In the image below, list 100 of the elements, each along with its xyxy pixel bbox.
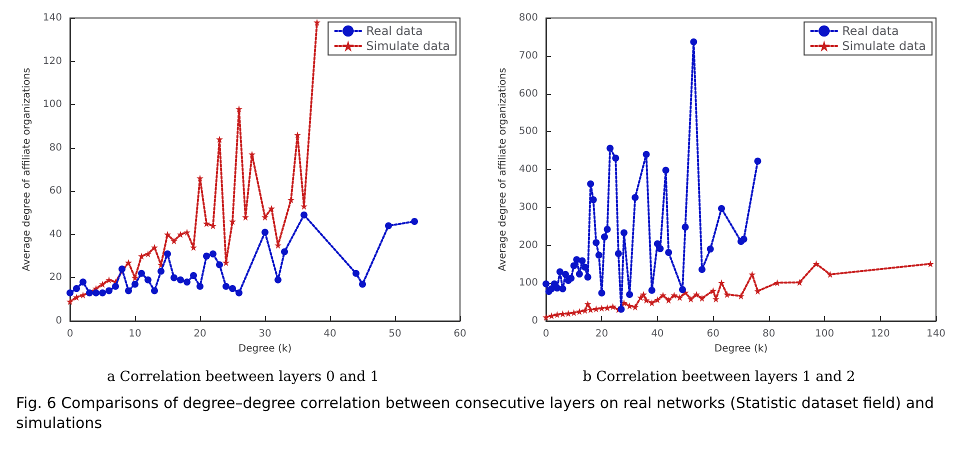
point xyxy=(170,274,178,282)
point xyxy=(170,237,178,244)
x-tick-label: 80 xyxy=(762,328,776,340)
point xyxy=(106,287,112,294)
point xyxy=(926,260,934,268)
point xyxy=(606,144,614,152)
y-axis-title: Average degree of affiliate organizations xyxy=(22,68,32,272)
point xyxy=(554,284,561,292)
y-tick-label: 120 xyxy=(42,56,62,67)
point xyxy=(642,296,650,304)
point xyxy=(679,286,686,294)
point xyxy=(132,280,138,288)
x-tick-label: 20 xyxy=(194,328,206,340)
point xyxy=(229,285,236,292)
point xyxy=(542,280,550,288)
y-tick-label: 700 xyxy=(518,50,538,62)
y-tick-label: 300 xyxy=(518,202,538,213)
point xyxy=(144,250,152,258)
point xyxy=(138,270,145,277)
point xyxy=(754,288,762,295)
point xyxy=(665,248,672,256)
point xyxy=(582,306,588,314)
point xyxy=(626,302,634,310)
point xyxy=(796,278,803,286)
point xyxy=(274,276,282,284)
point xyxy=(654,296,661,304)
point xyxy=(587,180,594,188)
point xyxy=(656,245,664,252)
point xyxy=(738,292,744,300)
point xyxy=(542,314,550,321)
point xyxy=(177,230,184,238)
x-tick-label: 140 xyxy=(926,328,946,340)
point xyxy=(92,289,100,296)
point xyxy=(210,222,216,230)
y-tick-label: 800 xyxy=(518,12,538,24)
point xyxy=(229,218,236,225)
point xyxy=(626,290,634,298)
point xyxy=(73,285,80,292)
point xyxy=(262,228,268,236)
point xyxy=(665,296,672,304)
legend-label: Real data xyxy=(366,24,423,38)
legend-label: Simulate data xyxy=(366,39,450,53)
point xyxy=(151,244,158,251)
point xyxy=(690,38,698,46)
point xyxy=(138,252,145,260)
point xyxy=(590,196,597,204)
point xyxy=(281,248,288,256)
point xyxy=(584,300,592,308)
x-tick-label: 60 xyxy=(706,328,720,340)
x-tick-label: 10 xyxy=(128,328,142,340)
point xyxy=(612,154,620,162)
point xyxy=(203,252,210,260)
point xyxy=(712,296,720,303)
point xyxy=(112,282,119,290)
point xyxy=(559,285,566,292)
point xyxy=(184,278,190,286)
point xyxy=(748,270,756,278)
x-tick-label: 40 xyxy=(651,328,664,340)
point xyxy=(578,257,586,264)
point xyxy=(698,294,706,302)
point xyxy=(288,196,294,204)
point xyxy=(66,289,74,296)
point xyxy=(698,266,706,273)
caption: Fig. 6 Comparisons of degree–degree correlation between consecutive layers on real networks (Statistic dataset field) and simulations xyxy=(15,393,936,434)
point xyxy=(576,270,583,278)
y-tick-label: 60 xyxy=(49,186,62,197)
point xyxy=(595,252,602,259)
point xyxy=(294,131,301,138)
point xyxy=(584,274,592,281)
point xyxy=(640,290,647,298)
point xyxy=(598,289,606,296)
point xyxy=(774,279,781,286)
y-tick-label: 400 xyxy=(518,164,538,175)
point xyxy=(268,204,275,212)
point xyxy=(682,224,689,231)
point xyxy=(754,158,762,165)
point xyxy=(164,250,171,258)
point xyxy=(196,282,204,290)
x-tick-label: 20 xyxy=(595,328,608,340)
x-tick-label: 30 xyxy=(258,328,272,340)
point xyxy=(99,280,106,288)
x-tick-label: 40 xyxy=(324,328,336,340)
point xyxy=(99,289,106,296)
point xyxy=(210,250,216,258)
text: a Correlation beetween layers 0 and 1 xyxy=(106,369,380,385)
point xyxy=(314,18,320,26)
point xyxy=(570,262,578,270)
point xyxy=(236,105,242,112)
point xyxy=(706,246,714,253)
point xyxy=(359,280,366,288)
point xyxy=(184,228,190,236)
point xyxy=(177,276,184,284)
point xyxy=(300,211,308,218)
point xyxy=(648,286,656,294)
point xyxy=(411,218,418,225)
point xyxy=(66,298,74,306)
point xyxy=(570,309,578,316)
point xyxy=(604,226,611,233)
point xyxy=(158,268,164,275)
point xyxy=(203,220,210,228)
